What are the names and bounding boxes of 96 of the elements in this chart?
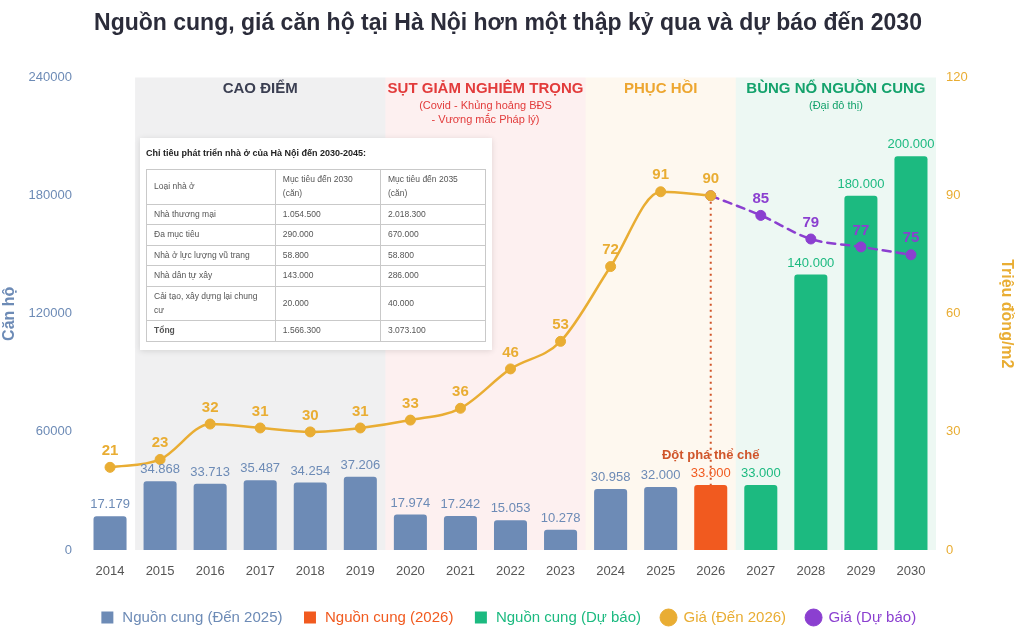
data-label: 46 <box>502 342 519 360</box>
band-label: CAO ĐIỂM <box>222 78 298 96</box>
x-tick-label: 2016 <box>195 563 225 579</box>
x-tick-label: 2019 <box>345 563 375 579</box>
data-label: 34.868 <box>140 461 180 477</box>
data-label: 17.974 <box>390 494 431 510</box>
data-label: 90 <box>702 169 720 187</box>
data-label: 32 <box>201 397 219 415</box>
legend-label: Nguồn cung (Đến 2025) <box>122 607 283 625</box>
data-label: 10.278 <box>540 509 581 525</box>
x-tick-label: 2014 <box>95 563 125 579</box>
x-tick-label: 2021 <box>445 563 475 579</box>
y-tick-label: 180000 <box>28 187 72 203</box>
data-label: 15.053 <box>490 500 531 516</box>
data-label: 34.254 <box>290 462 331 478</box>
text: Loại nhà ở <box>146 169 276 205</box>
legend-label: Nguồn cung (Dự báo) <box>495 607 642 625</box>
y-tick-label: 60000 <box>35 423 72 439</box>
data-label: 180.000 <box>837 175 885 191</box>
x-tick-label: 2023 <box>546 563 576 579</box>
data-label: 200.000 <box>887 136 935 152</box>
data-label: 33.000 <box>690 465 731 481</box>
chart-title: Nguồn cung, giá căn hộ tại Hà Nội hơn một thập kỷ qua và dự báo đến 2030 <box>94 9 922 36</box>
category-label: Mục tiêu đến 2030 (căn) <box>275 169 381 205</box>
y2-tick-label: 60 <box>946 305 961 321</box>
data-label: 23 <box>151 433 169 451</box>
data-label: 140.000 <box>787 254 835 270</box>
text: 40.000 <box>387 297 414 308</box>
y2-tick-label: 0 <box>946 541 954 557</box>
legend-label: Nguồn cung (2026) <box>324 607 454 625</box>
x-tick-label: 2028 <box>796 563 826 579</box>
x-tick-label: 2020 <box>395 563 425 579</box>
ref-line-label: Đột phá thể chế <box>661 446 761 462</box>
data-label: 17.179 <box>90 496 130 512</box>
x-tick-label: 2018 <box>295 563 325 579</box>
data-label: 31 <box>251 401 269 419</box>
y-axis-title: Căn hộ <box>0 286 18 341</box>
y-tick-label: 0 <box>64 541 72 557</box>
x-tick-label: 2015 <box>145 563 175 579</box>
data-label: 77 <box>852 220 870 238</box>
category-label: Cải tạo, xây dựng lại chung cư <box>154 290 258 315</box>
text: 58.800 <box>282 249 309 260</box>
x-tick-label: 2027 <box>746 563 776 579</box>
data-label: 31 <box>351 401 369 419</box>
data-label: 36 <box>452 381 469 399</box>
text: 286.000 <box>387 270 419 281</box>
data-label: 53 <box>552 315 569 332</box>
y-tick-label: 240000 <box>28 69 72 85</box>
text: 290.000 <box>282 229 314 240</box>
x-tick-label: 2017 <box>245 563 275 579</box>
band-label: SỤT GIẢM NGHIÊM TRỌNG (Covid - Khủng hoảng BĐS - Vương mắc Pháp lý) <box>387 78 584 125</box>
category-label: Nhà thương mại <box>154 208 216 219</box>
data-label: 75 <box>902 228 920 246</box>
x-tick-label: 2029 <box>846 563 876 579</box>
text: 143.000 <box>282 270 314 281</box>
band-label: BÙNG NỔ NGUỒN CUNG (Đại đô thị) <box>746 78 926 111</box>
x-tick-label: 2022 <box>496 563 525 579</box>
x-tick-label: 2030 <box>896 563 926 579</box>
x-tick-label: 2024 <box>596 563 626 579</box>
category-label: Nhà dân tự xây <box>154 270 213 281</box>
x-tick-label: 2026 <box>696 563 726 579</box>
data-label: 91 <box>652 165 670 183</box>
text: 3.073.100 <box>387 325 426 336</box>
data-label: 32.000 <box>640 467 681 483</box>
band-label: PHỤC HỒI <box>624 78 698 96</box>
data-label: 85 <box>752 189 770 207</box>
y-tick-label: 120000 <box>28 305 72 321</box>
data-label: 72 <box>602 240 619 258</box>
legend-label: Giá (Dự báo) <box>828 607 917 625</box>
y2-tick-label: 30 <box>946 423 961 439</box>
text: 670.000 <box>387 229 419 240</box>
data-label: 35.487 <box>240 460 281 476</box>
category-label: Đa mục tiêu <box>154 229 200 240</box>
category-label: Tổng <box>154 325 175 336</box>
text: 58.800 <box>387 249 414 260</box>
y2-tick-label: 90 <box>946 187 961 203</box>
x-tick-label: 2025 <box>646 563 676 579</box>
text: 2.018.300 <box>387 208 426 219</box>
data-label: 33 <box>402 393 419 411</box>
y2-tick-label: 120 <box>946 69 968 85</box>
data-label: 30 <box>301 405 319 423</box>
data-label: 21 <box>101 440 119 458</box>
text: Chỉ tiêu phát triển nhà ở của Hà Nội đến 2030-2045: <box>146 147 367 160</box>
category-label: Mục tiêu đến 2035 (căn) <box>380 169 486 205</box>
data-label: 37.206 <box>340 456 381 472</box>
data-label: 79 <box>802 212 820 230</box>
data-label: 17.242 <box>440 496 481 512</box>
data-label: 30.958 <box>590 469 631 485</box>
category-label: Nhà ở lực lượng vũ trang <box>154 249 250 260</box>
text: 1.566.300 <box>282 325 321 336</box>
legend-label: Giá (Đến 2026) <box>683 607 787 625</box>
y2-axis-title: Triệu đồng/m2 <box>998 259 1016 369</box>
data-label: 33.000 <box>740 465 781 481</box>
text: 20.000 <box>282 297 309 308</box>
text: 1.054.500 <box>282 208 321 219</box>
data-label: 33.713 <box>190 463 231 479</box>
